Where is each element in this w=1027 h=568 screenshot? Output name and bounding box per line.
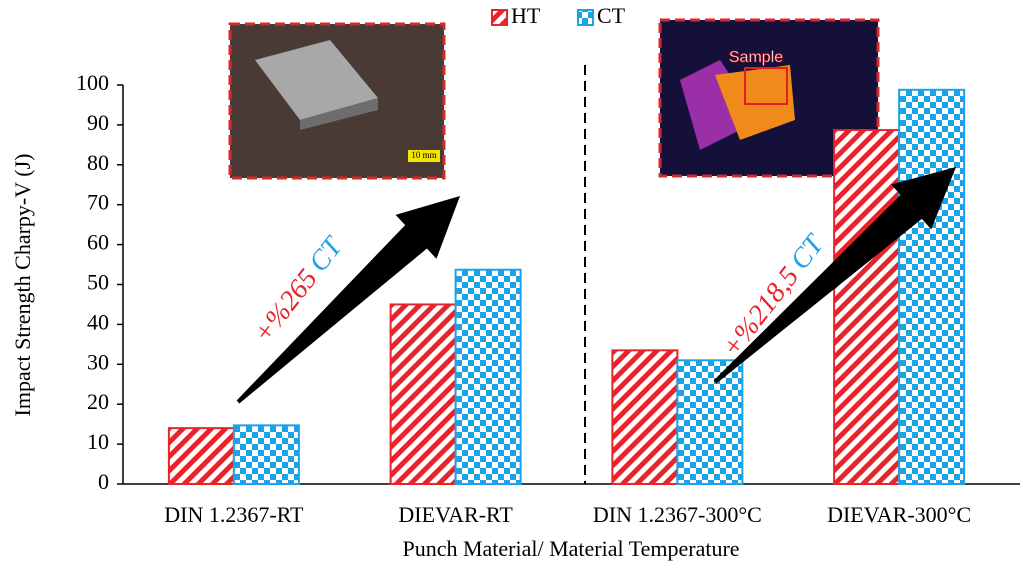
x-tick-label: DIEVAR-RT [398,502,513,527]
inset-photo: 10 mm [230,24,444,178]
y-tick-label: 20 [87,389,109,414]
scale-label: 10 mm [411,150,436,160]
bar [834,130,899,484]
bar [169,428,234,484]
y-tick-label: 10 [87,429,109,454]
bar [677,360,742,484]
bar [899,90,964,484]
y-tick-label: 80 [87,150,109,175]
bar [612,350,677,484]
sample-label: Sample [729,49,783,66]
chart: 10 mm Sample Impact Strength Charpy-V (J… [0,0,1027,568]
y-tick-label: 50 [87,270,109,295]
y-tick-label: 60 [87,230,109,255]
bar [234,425,299,484]
legend-label: CT [597,3,626,28]
bar [456,270,521,484]
y-tick-label: 100 [76,70,109,95]
y-tick-label: 40 [87,309,109,334]
x-tick-label: DIEVAR-300°C [827,502,971,527]
legend-swatch [578,10,593,25]
x-tick-label: DIN 1.2367-RT [164,502,304,527]
y-tick-label: 0 [98,469,109,494]
y-tick-label: 30 [87,349,109,374]
y-tick-label: 90 [87,110,109,135]
annotation: +%265CT [248,230,351,349]
y-tick-label: 70 [87,190,109,215]
annotation-part: CT [303,230,350,278]
legend-swatch [492,10,507,25]
y-axis-title: Impact Strength Charpy-V (J) [10,154,35,417]
x-tick-label: DIN 1.2367-300°C [593,502,762,527]
legend-label: HT [511,3,541,28]
x-axis-title: Punch Material/ Material Temperature [402,536,739,561]
annotation-part: CT [785,228,832,276]
bar [391,304,456,484]
